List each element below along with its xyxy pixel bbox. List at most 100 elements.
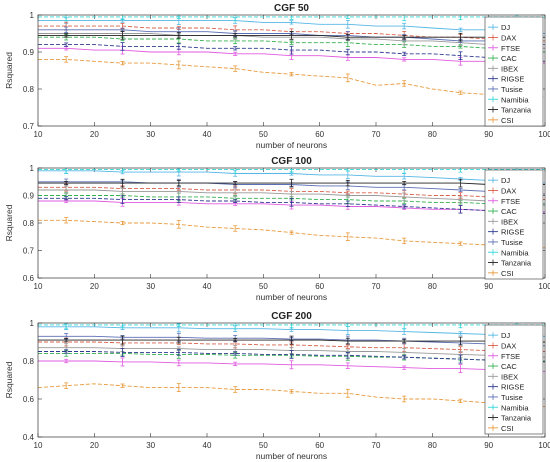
legend-entry: Tusise <box>501 393 523 402</box>
y-tick-label: 0.7 <box>23 247 35 256</box>
y-tick-label: 0.7 <box>23 122 35 131</box>
x-tick-label: 80 <box>428 282 437 291</box>
legend-entry: DJ <box>501 331 510 340</box>
series-csi <box>38 382 545 410</box>
x-axis-label: number of neurons <box>256 292 327 302</box>
x-tick-label: 100 <box>538 282 550 291</box>
series-namibia <box>38 168 545 174</box>
x-tick-label: 10 <box>34 441 43 450</box>
chart-panel: CGF 100 0.6 0.7 0.8 0.9 1 10 20 30 40 50 60 70 80 90 10… <box>4 156 550 302</box>
x-tick-label: 70 <box>372 282 381 291</box>
legend-entry: CSI <box>501 116 514 125</box>
y-tick-label: 0.4 <box>23 433 35 442</box>
legend-entry: FTSE <box>501 352 520 361</box>
x-tick-label: 40 <box>203 282 212 291</box>
y-axis-label: Rsquared <box>4 361 14 398</box>
x-tick-label: 100 <box>538 441 550 450</box>
legend-entry: IBEX <box>501 372 518 381</box>
legend-entry: IBEX <box>501 217 518 226</box>
y-tick-label: 1 <box>30 11 35 20</box>
x-tick-label: 70 <box>372 441 381 450</box>
x-tick-label: 50 <box>259 441 268 450</box>
x-tick-label: 90 <box>484 282 493 291</box>
chart-title: CGF 100 <box>271 156 312 167</box>
x-tick-label: 30 <box>146 130 155 139</box>
chart-panel: CGF 200 0.4 0.6 0.8 1 10 20 30 40 50 60 70 80 90 100 nu… <box>4 311 550 461</box>
x-tick-label: 50 <box>259 282 268 291</box>
legend-entry: FTSE <box>501 44 520 53</box>
y-tick-label: 0.8 <box>23 219 35 228</box>
y-tick-label: 1 <box>30 319 35 328</box>
legend-entry: CAC <box>501 207 517 216</box>
x-tick-label: 20 <box>90 130 99 139</box>
legend-entry: Tanzania <box>501 259 532 268</box>
legend-entry: Namibia <box>501 403 529 412</box>
legend-entry: DAX <box>501 33 516 42</box>
legend-entry: Tusise <box>501 238 523 247</box>
x-tick-label: 10 <box>34 130 43 139</box>
x-tick-label: 20 <box>90 282 99 291</box>
x-tick-label: 60 <box>315 130 324 139</box>
legend-box <box>484 16 544 127</box>
series-dj <box>38 16 545 36</box>
legend-box <box>484 324 544 435</box>
series-ftse <box>38 357 545 374</box>
series-csi <box>38 56 545 101</box>
plot-frame <box>37 167 546 279</box>
legend-entry: DJ <box>501 176 510 185</box>
chart-title: CGF 50 <box>274 3 309 14</box>
x-tick-label: 90 <box>484 441 493 450</box>
legend-entry: Tanzania <box>501 106 532 115</box>
x-tick-label: 40 <box>203 130 212 139</box>
legend-entry: CAC <box>501 362 517 371</box>
legend-entry: CSI <box>501 424 514 433</box>
x-tick-label: 40 <box>203 441 212 450</box>
y-axis-label: Rsquared <box>4 52 14 89</box>
x-tick-label: 60 <box>315 441 324 450</box>
legend-entry: RIGSE <box>501 228 524 237</box>
x-tick-label: 60 <box>315 282 324 291</box>
legend-entry: Tusise <box>501 85 523 94</box>
data-layer <box>38 323 545 410</box>
legend-entry: IBEX <box>501 64 518 73</box>
legend-entry: Namibia <box>501 248 529 257</box>
legend-entry: CSI <box>501 269 514 278</box>
legend-entry: Tanzania <box>501 414 532 423</box>
y-tick-label: 1 <box>30 164 35 173</box>
y-tick-label: 0.6 <box>23 274 35 283</box>
legend-entry: FTSE <box>501 197 520 206</box>
y-tick-label: 0.8 <box>23 357 35 366</box>
y-tick-label: 0.8 <box>23 85 35 94</box>
chart-title: CGF 200 <box>271 311 312 322</box>
legend-entry: Namibia <box>501 95 529 104</box>
series-csi <box>38 217 545 253</box>
legend-entry: CAC <box>501 54 517 63</box>
y-tick-label: 0.6 <box>23 395 35 404</box>
legend-entry: RIGSE <box>501 75 524 84</box>
legend-entry: DJ <box>501 23 510 32</box>
x-tick-label: 70 <box>372 130 381 139</box>
x-tick-label: 10 <box>34 282 43 291</box>
y-tick-label: 0.9 <box>23 48 35 57</box>
x-axis-label: number of neurons <box>256 451 327 461</box>
legend-entry: RIGSE <box>501 383 524 392</box>
plot-frame <box>37 14 546 127</box>
legend-entry: DAX <box>501 341 516 350</box>
x-tick-label: 90 <box>484 130 493 139</box>
legend-entry: DAX <box>501 186 516 195</box>
x-tick-label: 30 <box>146 441 155 450</box>
legend-box <box>484 169 544 280</box>
x-axis-label: number of neurons <box>256 140 327 150</box>
x-tick-label: 100 <box>538 130 550 139</box>
x-tick-label: 30 <box>146 282 155 291</box>
x-tick-label: 80 <box>428 441 437 450</box>
data-layer <box>38 15 545 101</box>
x-tick-label: 80 <box>428 130 437 139</box>
x-tick-label: 50 <box>259 130 268 139</box>
y-tick-label: 0.9 <box>23 192 35 201</box>
plot-frame <box>37 322 546 438</box>
